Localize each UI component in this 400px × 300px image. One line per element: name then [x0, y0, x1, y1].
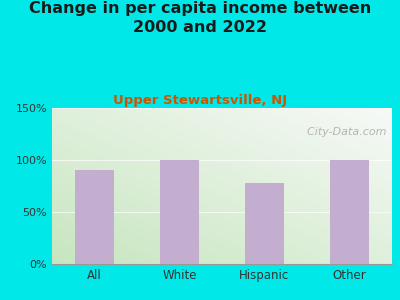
Text: Upper Stewartsville, NJ: Upper Stewartsville, NJ [113, 94, 287, 107]
Bar [160, 160, 199, 264]
Text: City-Data.com: City-Data.com [300, 127, 387, 137]
Bar [75, 170, 114, 264]
Text: Change in per capita income between
2000 and 2022: Change in per capita income between 2000… [29, 2, 371, 35]
Bar [330, 160, 369, 264]
Bar [245, 183, 284, 264]
